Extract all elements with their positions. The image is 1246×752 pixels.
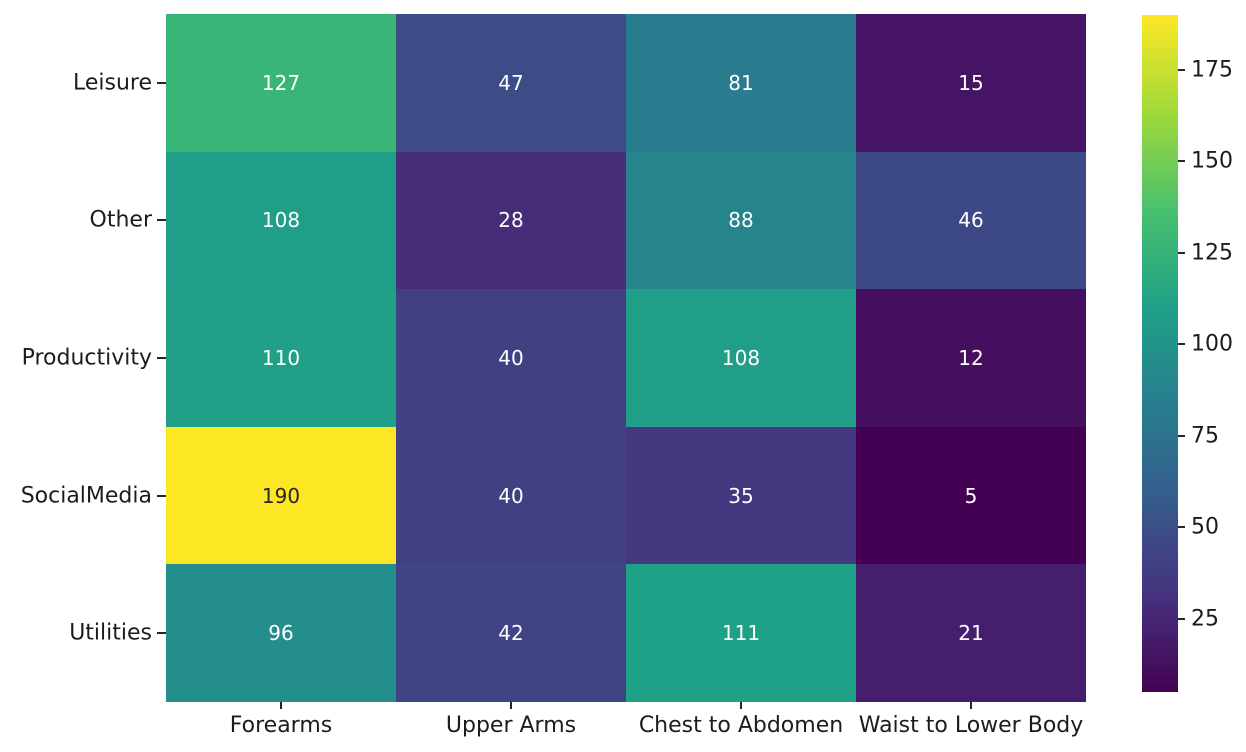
colorbar-tick-mark (1178, 526, 1185, 529)
colorbar-tick-label: 50 (1191, 514, 1219, 540)
colorbar-gradient (1142, 15, 1178, 692)
colorbar-tick-mark (1178, 160, 1185, 163)
colorbar-tick-label: 175 (1191, 57, 1233, 83)
heatmap-cell: 47 (396, 14, 626, 152)
heatmap-cell: 127 (166, 14, 396, 152)
colorbar-tick-mark (1178, 68, 1185, 71)
y-tick-mark (157, 357, 166, 359)
colorbar-tick-mark (1178, 617, 1185, 620)
x-tick-mark (280, 702, 282, 709)
colorbar-tick-mark (1178, 434, 1185, 437)
heatmap-cell: 46 (856, 151, 1086, 290)
cell-value: 96 (268, 621, 294, 646)
colorbar-tick-label: 75 (1191, 423, 1219, 449)
heatmap-cell: 5 (856, 426, 1086, 565)
y-tick-mark (157, 219, 166, 222)
cell-value: 15 (958, 70, 984, 95)
heatmap-cell: 81 (626, 14, 856, 152)
heatmap-cell: 35 (626, 426, 856, 565)
cell-value: 47 (498, 70, 524, 95)
heatmap-cell: 40 (396, 289, 626, 427)
x-tick-label: Waist to Lower Body (858, 713, 1084, 738)
x-tick-label: Forearms (229, 713, 333, 738)
cell-value: 110 (261, 345, 301, 370)
cell-value: 88 (728, 208, 754, 233)
y-tick-mark (157, 632, 166, 635)
colorbar-tick-label: 150 (1191, 148, 1233, 174)
y-tick-mark (157, 81, 166, 84)
heatmap-cell: 12 (856, 289, 1086, 427)
heatmap-cell: 110 (166, 289, 396, 427)
x-tick-label: Upper Arms (445, 713, 577, 738)
colorbar-tick-mark (1178, 343, 1185, 346)
heatmap-cell: 42 (396, 564, 626, 702)
colorbar-tick-label: 25 (1191, 606, 1219, 632)
cell-value: 108 (261, 208, 301, 233)
y-tick-label: Leisure (72, 70, 152, 96)
cell-value: 108 (721, 345, 761, 370)
y-tick-label: Other (89, 207, 152, 233)
cell-value: 190 (261, 483, 301, 508)
x-tick-mark (970, 702, 972, 709)
cell-value: 12 (958, 345, 984, 370)
heatmap-cell: 108 (626, 289, 856, 427)
cell-value: 21 (958, 621, 984, 646)
heatmap-cell: 108 (166, 151, 396, 290)
colorbar-tick-mark (1178, 251, 1185, 254)
heatmap-cell: 88 (626, 151, 856, 290)
colorbar-tick-label: 125 (1191, 240, 1233, 266)
heatmap-cell: 21 (856, 564, 1086, 702)
heatmap-cell: 96 (166, 564, 396, 702)
heatmap-plot: 127 47 81 15 108 28 88 46 110 40 108 12 190 40 35 5 96 42… (166, 14, 1086, 702)
y-tick-label: Utilities (69, 620, 152, 646)
cell-value: 111 (721, 621, 761, 646)
y-tick-label: Productivity (21, 345, 152, 371)
cell-value: 127 (261, 70, 301, 95)
cell-value: 81 (728, 70, 754, 95)
x-tick-mark (740, 702, 742, 709)
heatmap-cell: 111 (626, 564, 856, 702)
cell-value: 40 (498, 483, 524, 508)
x-tick-label: Chest to Abdomen (638, 713, 844, 738)
cell-value: 46 (958, 208, 984, 233)
cell-value: 5 (964, 483, 978, 508)
heatmap-cell: 28 (396, 151, 626, 290)
y-tick-label: SocialMedia (20, 483, 152, 509)
cell-value: 42 (498, 621, 524, 646)
y-tick-mark (157, 494, 166, 497)
heatmap-cell: 15 (856, 14, 1086, 152)
x-tick-mark (510, 702, 512, 709)
heatmap-cell: 190 (166, 426, 396, 565)
cell-value: 35 (728, 483, 754, 508)
colorbar-tick-label: 100 (1191, 331, 1233, 357)
cell-value: 28 (498, 208, 524, 233)
cell-value: 40 (498, 345, 524, 370)
heatmap-cell: 40 (396, 426, 626, 565)
